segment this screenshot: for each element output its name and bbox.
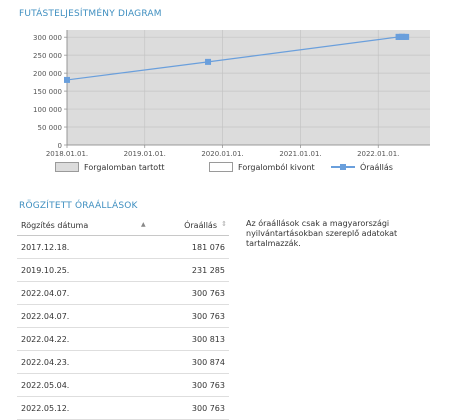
- x-tick-label: 2019.01.01.: [124, 150, 166, 158]
- column-header-date[interactable]: Rögzítés dátuma ▲: [17, 215, 146, 236]
- plot-area: [67, 30, 430, 145]
- legend-item-in-traffic[interactable]: Forgalomban tartott: [55, 162, 164, 172]
- column-header-value[interactable]: Óraállás ⇕: [145, 215, 229, 236]
- odometer-log-table: Rögzítés dátuma ▲ Óraállás ⇕ 2017.12.18.…: [17, 215, 229, 420]
- legend-label-in-traffic: Forgalomban tartott: [84, 162, 165, 172]
- data-point: [205, 58, 212, 65]
- table-row: 2022.04.07. 300 763: [17, 281, 229, 305]
- table-row: 2022.04.07. 300 763: [17, 304, 229, 328]
- legend-swatch-out-of-traffic: [209, 162, 233, 172]
- x-tick-label: 2020.01.01.: [201, 150, 243, 158]
- table-row: 2017.12.18. 181 076: [17, 235, 229, 259]
- table-header-row: Rögzítés dátuma ▲ Óraállás ⇕: [17, 215, 229, 236]
- sort-ascending-icon: ▲: [141, 221, 146, 228]
- cell-date: 2019.10.25.: [17, 258, 145, 282]
- legend-label-odometer: Óraállás: [360, 162, 393, 172]
- y-tick-label: 300 000: [33, 34, 62, 42]
- x-tick-label: 2021.01.01.: [279, 150, 321, 158]
- cell-date: 2017.12.18.: [17, 235, 145, 259]
- data-point: [64, 76, 70, 83]
- x-tick-label: 2018.01.01.: [46, 150, 88, 158]
- legend-item-odometer[interactable]: Óraállás: [331, 162, 393, 172]
- cell-date: 2022.04.07.: [17, 281, 145, 305]
- table-row: 2022.04.22. 300 813: [17, 327, 229, 351]
- y-tick-label: 0: [58, 142, 62, 150]
- column-header-date-label: Rögzítés dátuma: [21, 220, 89, 230]
- cell-value: 300 874: [145, 350, 229, 374]
- x-tick-label: 2022.01.01.: [357, 150, 399, 158]
- odometer-note: Az óraállások csak a magyarországi nyilv…: [246, 219, 398, 248]
- data-point: [403, 33, 410, 40]
- cell-value: 300 813: [145, 327, 229, 351]
- legend-swatch-in-traffic: [55, 162, 79, 172]
- chart-section-title: FUTÁSTELJESÍTMÉNY DIAGRAM: [19, 9, 162, 19]
- y-tick-label: 250 000: [33, 52, 62, 60]
- table-row: 2022.04.23. 300 874: [17, 350, 229, 374]
- cell-value: 300 763: [145, 373, 229, 397]
- table-row: 2022.05.04. 300 763: [17, 373, 229, 397]
- cell-date: 2022.04.07.: [17, 304, 145, 328]
- chart-legend: Forgalomban tartott Forgalomból kivont Ó…: [0, 162, 457, 178]
- cell-value: 231 285: [145, 258, 229, 282]
- sort-icon: ⇕: [221, 220, 227, 228]
- cell-value: 300 763: [145, 281, 229, 305]
- table-row: 2019.10.25. 231 285: [17, 258, 229, 282]
- logs-section-title: RÖGZÍTETT ÓRAÁLLÁSOK: [19, 201, 138, 211]
- cell-value: 300 763: [145, 304, 229, 328]
- data-point: [395, 33, 402, 40]
- cell-value: 181 076: [145, 235, 229, 259]
- y-tick-label: 50 000: [38, 124, 63, 132]
- y-tick-label: 150 000: [33, 88, 62, 96]
- cell-date: 2022.04.23.: [17, 350, 145, 374]
- legend-label-out-of-traffic: Forgalomból kivont: [238, 162, 315, 172]
- cell-date: 2022.04.22.: [17, 327, 145, 351]
- y-tick-label: 100 000: [33, 106, 62, 114]
- cell-date: 2022.05.04.: [17, 373, 145, 397]
- legend-item-out-of-traffic[interactable]: Forgalomból kivont: [209, 162, 315, 172]
- legend-swatch-odometer: [331, 162, 355, 172]
- odometer-chart: 0 50 000 100 000 150 000 200 000 250 000 300 0…: [33, 30, 430, 158]
- y-tick-label: 200 000: [33, 70, 62, 78]
- column-header-value-label: Óraállás: [184, 220, 217, 230]
